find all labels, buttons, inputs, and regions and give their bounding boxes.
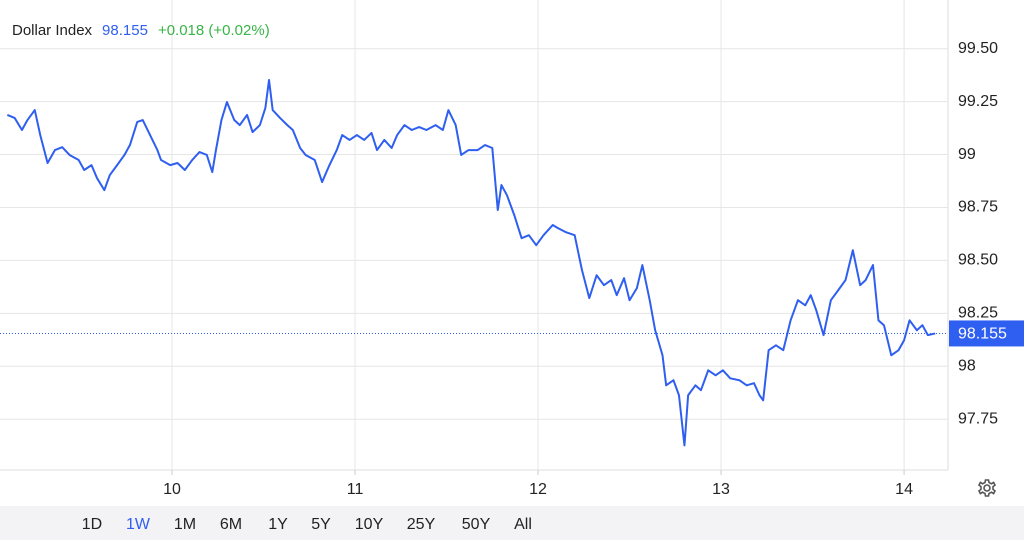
y-tick-label: 97.75 (958, 410, 998, 427)
range-toolbar: 1D 1W 1M 6M 1Y 5Y 10Y 25Y 50Y All (0, 506, 1024, 540)
range-button[interactable]: 10Y (354, 516, 384, 533)
range-button[interactable]: All (514, 516, 532, 533)
settings-icon-center (983, 484, 991, 492)
y-tick-label: 99.50 (958, 40, 998, 57)
header: Dollar Index 98.155 +0.018 (+0.02%) (12, 22, 280, 39)
x-tick-label: 14 (895, 481, 913, 498)
x-tick-label: 12 (529, 481, 547, 498)
settings-icon-gear (977, 479, 997, 497)
range-button[interactable]: 5Y (311, 516, 331, 533)
range-button[interactable]: 25Y (406, 516, 436, 533)
range-button[interactable]: 50Y (461, 516, 491, 533)
price-line (6, 79, 936, 447)
price-change: +0.018 (+0.02%) (157, 22, 270, 39)
y-tick-label: 98.75 (958, 199, 998, 216)
y-tick-label: 98.50 (958, 252, 998, 269)
chart: 99.50 99.25 99 98.75 98.50 98.25 98 97.75 10 11 12… (0, 0, 1024, 506)
range-button[interactable]: 1Y (268, 516, 288, 533)
x-tick-label: 10 (163, 481, 181, 498)
last-price-tag-label: 98.155 (958, 326, 1007, 343)
range-button[interactable]: 6M (219, 516, 243, 533)
last-price: 98.155 (102, 22, 148, 39)
range-button[interactable]: 1W (126, 516, 150, 533)
range-button[interactable]: 1M (173, 516, 197, 533)
x-tick-label: 13 (712, 481, 730, 498)
x-tick-label: 11 (347, 481, 364, 498)
settings-icon[interactable] (977, 479, 997, 497)
grid (0, 0, 948, 470)
y-tick-label: 99 (958, 146, 976, 163)
y-tick-label: 99.25 (958, 93, 998, 110)
y-tick-label: 98.25 (958, 305, 998, 322)
range-button[interactable]: 1D (81, 516, 103, 533)
last-price-tag (949, 320, 1024, 347)
background (0, 0, 1024, 506)
chart-title: Dollar Index (12, 22, 93, 39)
y-tick-label: 98 (958, 357, 976, 374)
